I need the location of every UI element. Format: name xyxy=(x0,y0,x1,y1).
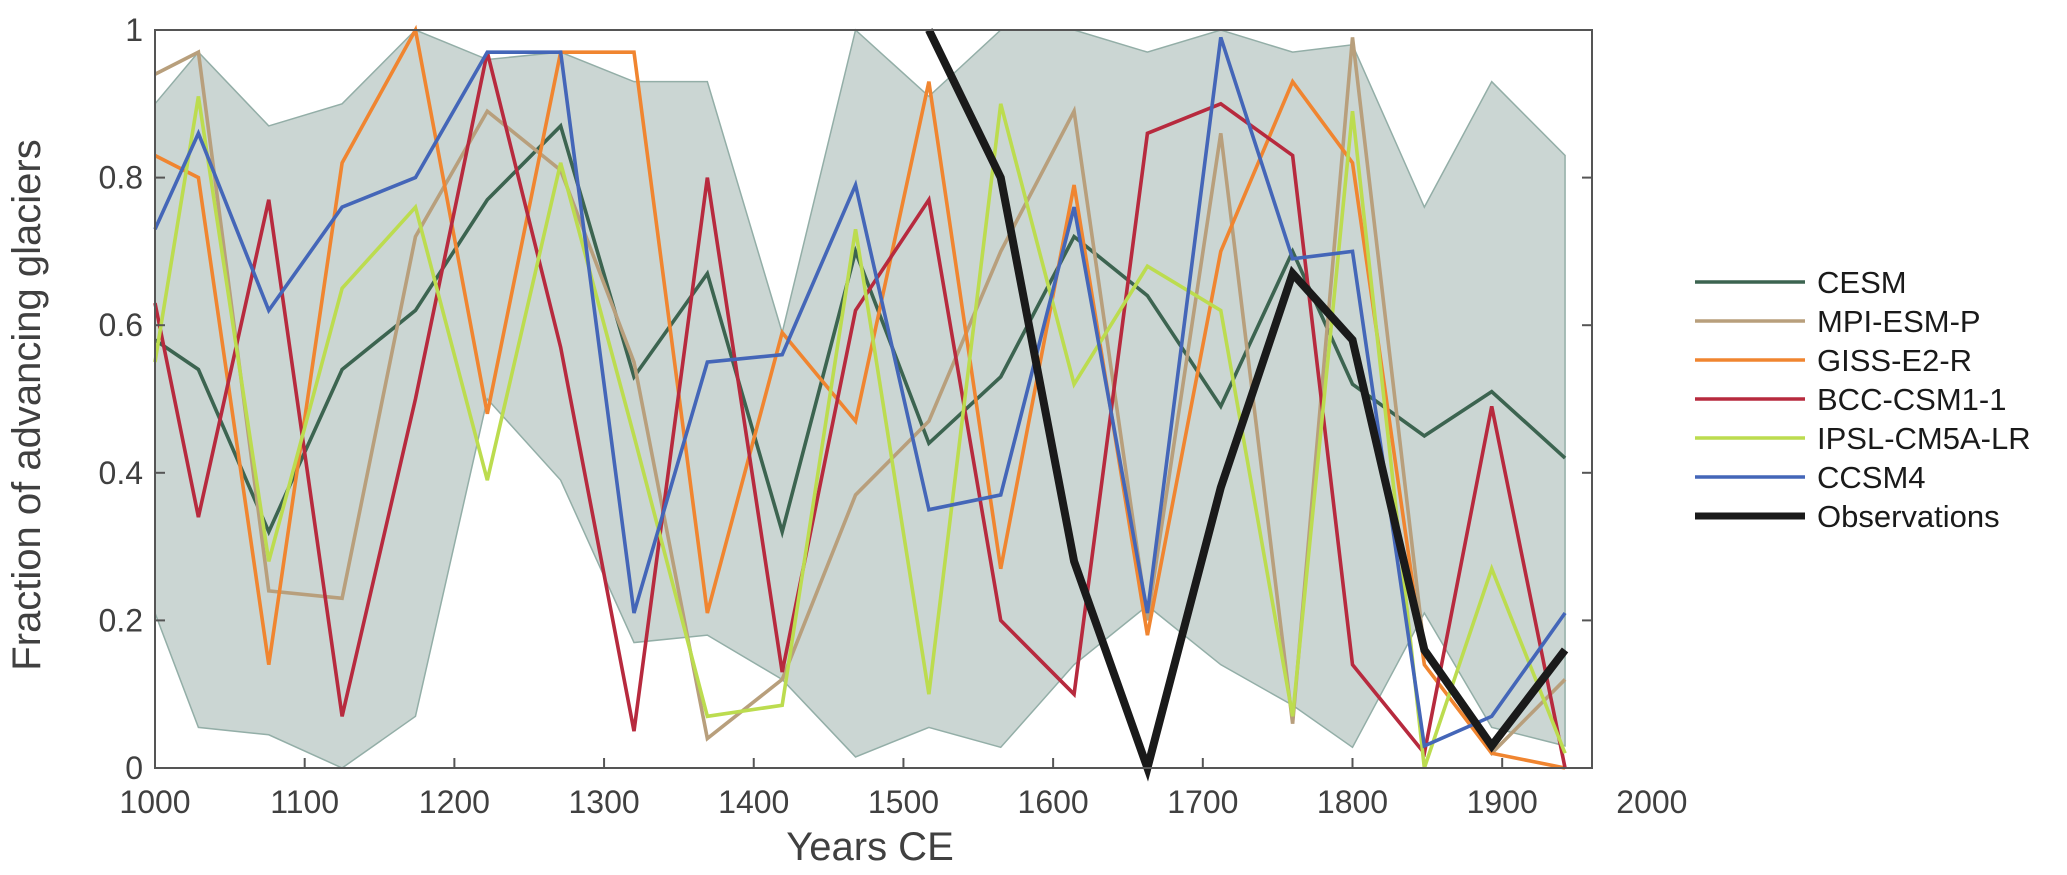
legend-label-ccsm4: CCSM4 xyxy=(1817,460,1926,495)
y-tick-label: 0.6 xyxy=(99,307,143,343)
x-tick-label: 2000 xyxy=(1616,784,1687,820)
y-tick-label: 0.2 xyxy=(99,602,143,638)
x-tick-label: 1000 xyxy=(119,784,190,820)
x-tick-label: 1600 xyxy=(1018,784,1089,820)
series-line-cesm xyxy=(153,122,1567,539)
x-ticks: 1000 1100 1200 1300 1400 1500 1600 1700 1800 1900… xyxy=(119,758,1687,820)
legend-label-mpi-esm-p: MPI-ESM-P xyxy=(1817,304,1981,339)
x-tick-label: 1100 xyxy=(270,784,339,820)
y-tick-label: 0 xyxy=(125,750,143,786)
x-tick-label: 1900 xyxy=(1467,784,1538,820)
y-axis-label: Fraction of advancing glaciers xyxy=(5,139,49,670)
series-line-ccsm4 xyxy=(153,36,1567,749)
series-lines xyxy=(153,24,1569,782)
y-tick-label: 1 xyxy=(125,12,143,48)
x-axis-label: Years CE xyxy=(786,825,954,869)
series-line-giss-e2-r xyxy=(154,24,1566,770)
series-line-observations xyxy=(925,28,1569,782)
axes xyxy=(154,29,1593,769)
x-tick-label: 1700 xyxy=(1167,784,1238,820)
x-tick-label: 1500 xyxy=(868,784,939,820)
series-line-mpi-esm-p xyxy=(154,37,1567,757)
legend-label-giss-e2-r: GISS-E2-R xyxy=(1817,343,1972,378)
legend-label-ipsl-cm5a-lr: IPSL-CM5A-LR xyxy=(1817,421,2031,456)
y-tick-label: 0.8 xyxy=(99,160,143,196)
y-ticks: 0 0.2 0.4 0.6 0.8 1 xyxy=(99,12,1592,786)
x-tick-label: 1300 xyxy=(568,784,639,820)
series-line-bcc-csm1-1 xyxy=(153,51,1567,769)
x-tick-label: 1400 xyxy=(718,784,789,820)
legend: CESM MPI-ESM-P GISS-E2-R BCC-CSM1-1 IPSL-CM5… xyxy=(1695,265,2031,534)
legend-label-observations: Observations xyxy=(1817,499,2000,534)
y-tick-label: 0.4 xyxy=(99,455,143,491)
legend-label-cesm: CESM xyxy=(1817,265,1907,300)
plot-frame xyxy=(154,29,1593,769)
x-tick-label: 1200 xyxy=(419,784,490,820)
legend-label-bcc-csm1-1: BCC-CSM1-1 xyxy=(1817,382,2006,417)
x-tick-label: 1800 xyxy=(1317,784,1388,820)
